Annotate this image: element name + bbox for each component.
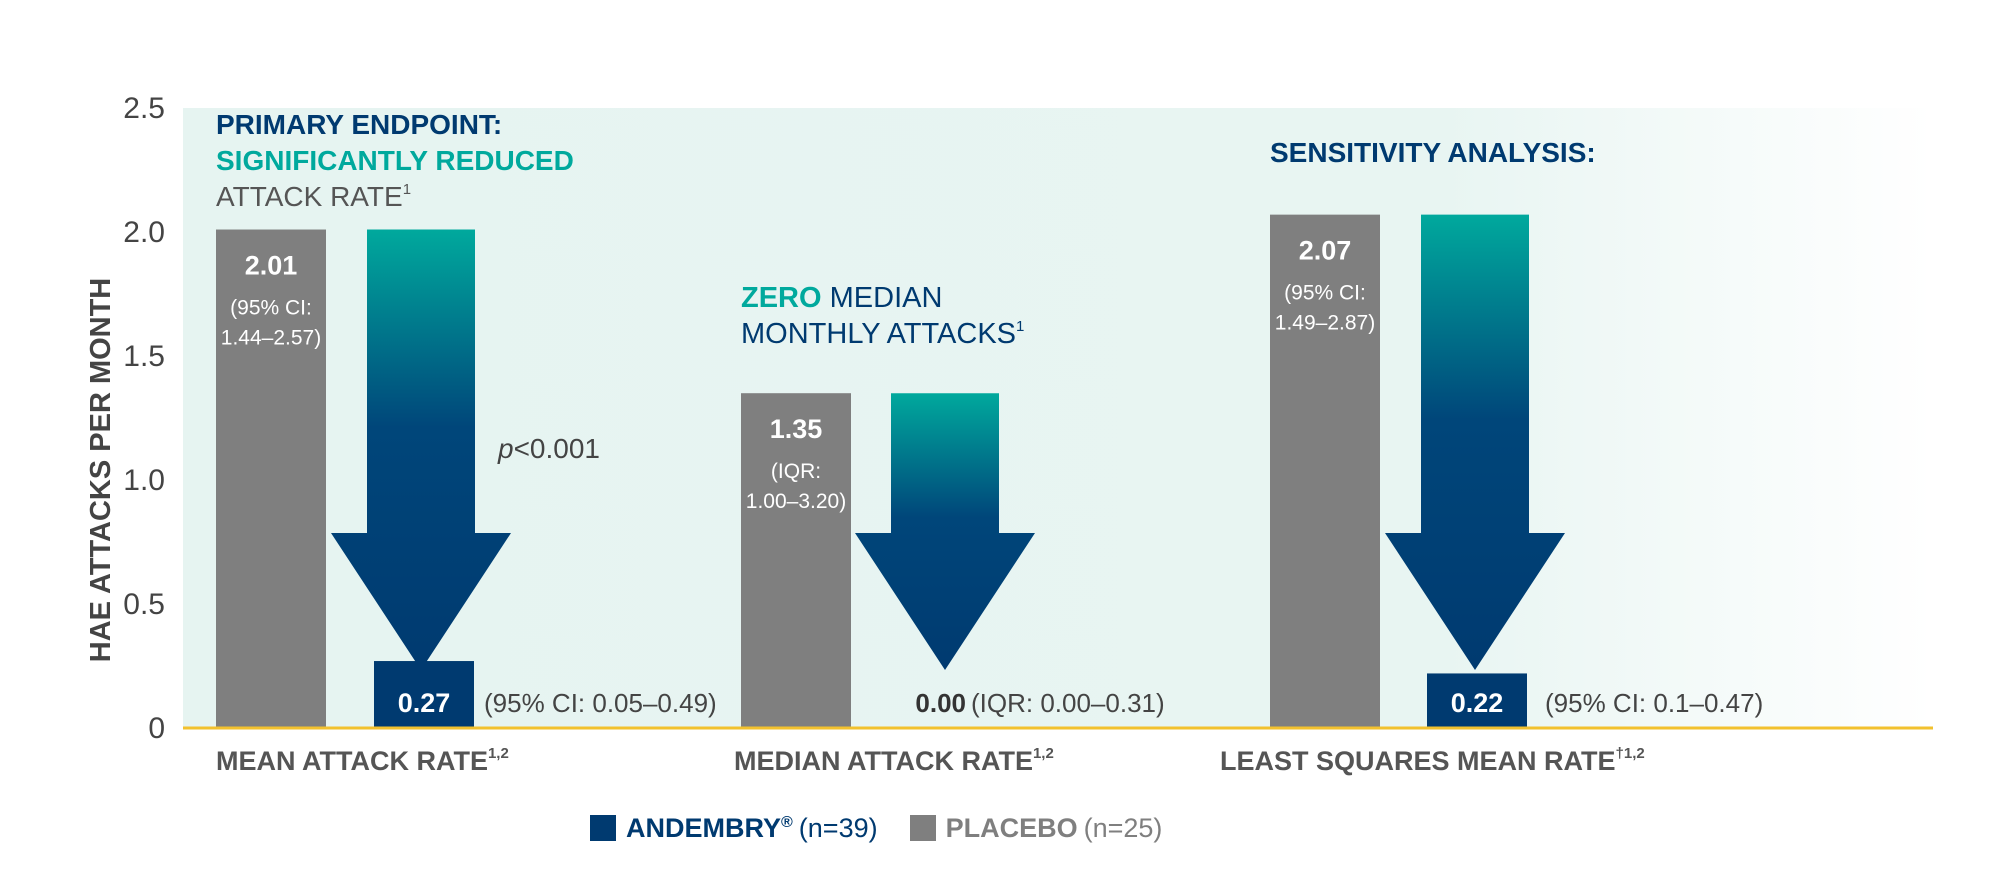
andembry-bar [1427,673,1527,728]
legend-label-placebo: PLACEBO [945,812,1078,843]
placebo-ci-label: (95% CI: [1284,282,1366,305]
primary-endpoint-title: PRIMARY ENDPOINT: [216,109,502,140]
legend-swatch-placebo [909,815,936,841]
placebo-ci-label: (IQR: [771,460,821,483]
reduction-arrow [1385,214,1565,670]
y-tick-label: 2.5 [123,92,165,125]
andembry-value-label: 0.00 [915,688,966,718]
legend-swatch-andembry [590,815,616,841]
y-tick-label: 0.5 [123,588,165,621]
legend-item-placebo: PLACEBO (n=25) [909,812,1163,844]
placebo-ci-range: 1.44–2.57) [221,327,321,350]
legend-item-andembry: ANDEMBRY® (n=39) [590,813,878,844]
zero-median-annotation: ZERO MEDIAN [741,282,942,314]
legend-label-andembry: ANDEMBRY® [626,812,793,843]
placebo-ci-range: 1.00–3.20) [746,490,846,513]
legend: ANDEMBRY® (n=39) PLACEBO (n=25) [590,810,1194,846]
andembry-ci-label: (IQR: 0.00–0.31) [971,688,1165,718]
primary-endpoint-subtitle: SIGNIFICANTLY REDUCED [216,145,574,176]
y-tick-label: 1.5 [123,340,165,373]
andembry-ci-label: (95% CI: 0.1–0.47) [1545,688,1763,718]
andembry-bar [374,661,474,728]
legend-n-andembry: (n=39) [798,812,878,843]
placebo-bar [1270,214,1380,728]
placebo-ci-label: (95% CI: [230,297,312,320]
p-value-annotation: p<0.001 [497,433,600,464]
placebo-value-label: 2.01 [245,251,298,281]
y-tick-label: 0 [148,712,165,745]
placebo-value-label: 2.07 [1299,236,1352,266]
placebo-value-label: 1.35 [770,414,823,444]
reduction-arrow [855,393,1035,670]
placebo-ci-range: 1.49–2.87) [1275,312,1375,335]
y-axis-label: HAE ATTACKS PER MONTH [85,278,117,663]
placebo-bar [216,229,326,728]
x-category-label: MEAN ATTACK RATE1,2 [216,745,509,776]
zero-median-annotation-line2: MONTHLY ATTACKS1 [741,318,1024,350]
primary-endpoint-attack-rate: ATTACK RATE1 [216,181,411,212]
andembry-value-label: 0.27 [398,688,451,718]
sensitivity-analysis-title: SENSITIVITY ANALYSIS: [1270,137,1596,168]
reduction-arrow [331,229,511,670]
andembry-ci-label: (95% CI: 0.05–0.49) [484,688,717,718]
andembry-value-label: 0.22 [1451,688,1504,718]
x-category-label: LEAST SQUARES MEAN RATE†1,2 [1220,745,1645,776]
placebo-bar [741,393,851,728]
y-tick-label: 1.0 [123,464,165,497]
x-category-label: MEDIAN ATTACK RATE1,2 [734,745,1054,776]
legend-n-placebo: (n=25) [1083,812,1163,843]
y-tick-label: 2.0 [123,216,165,249]
